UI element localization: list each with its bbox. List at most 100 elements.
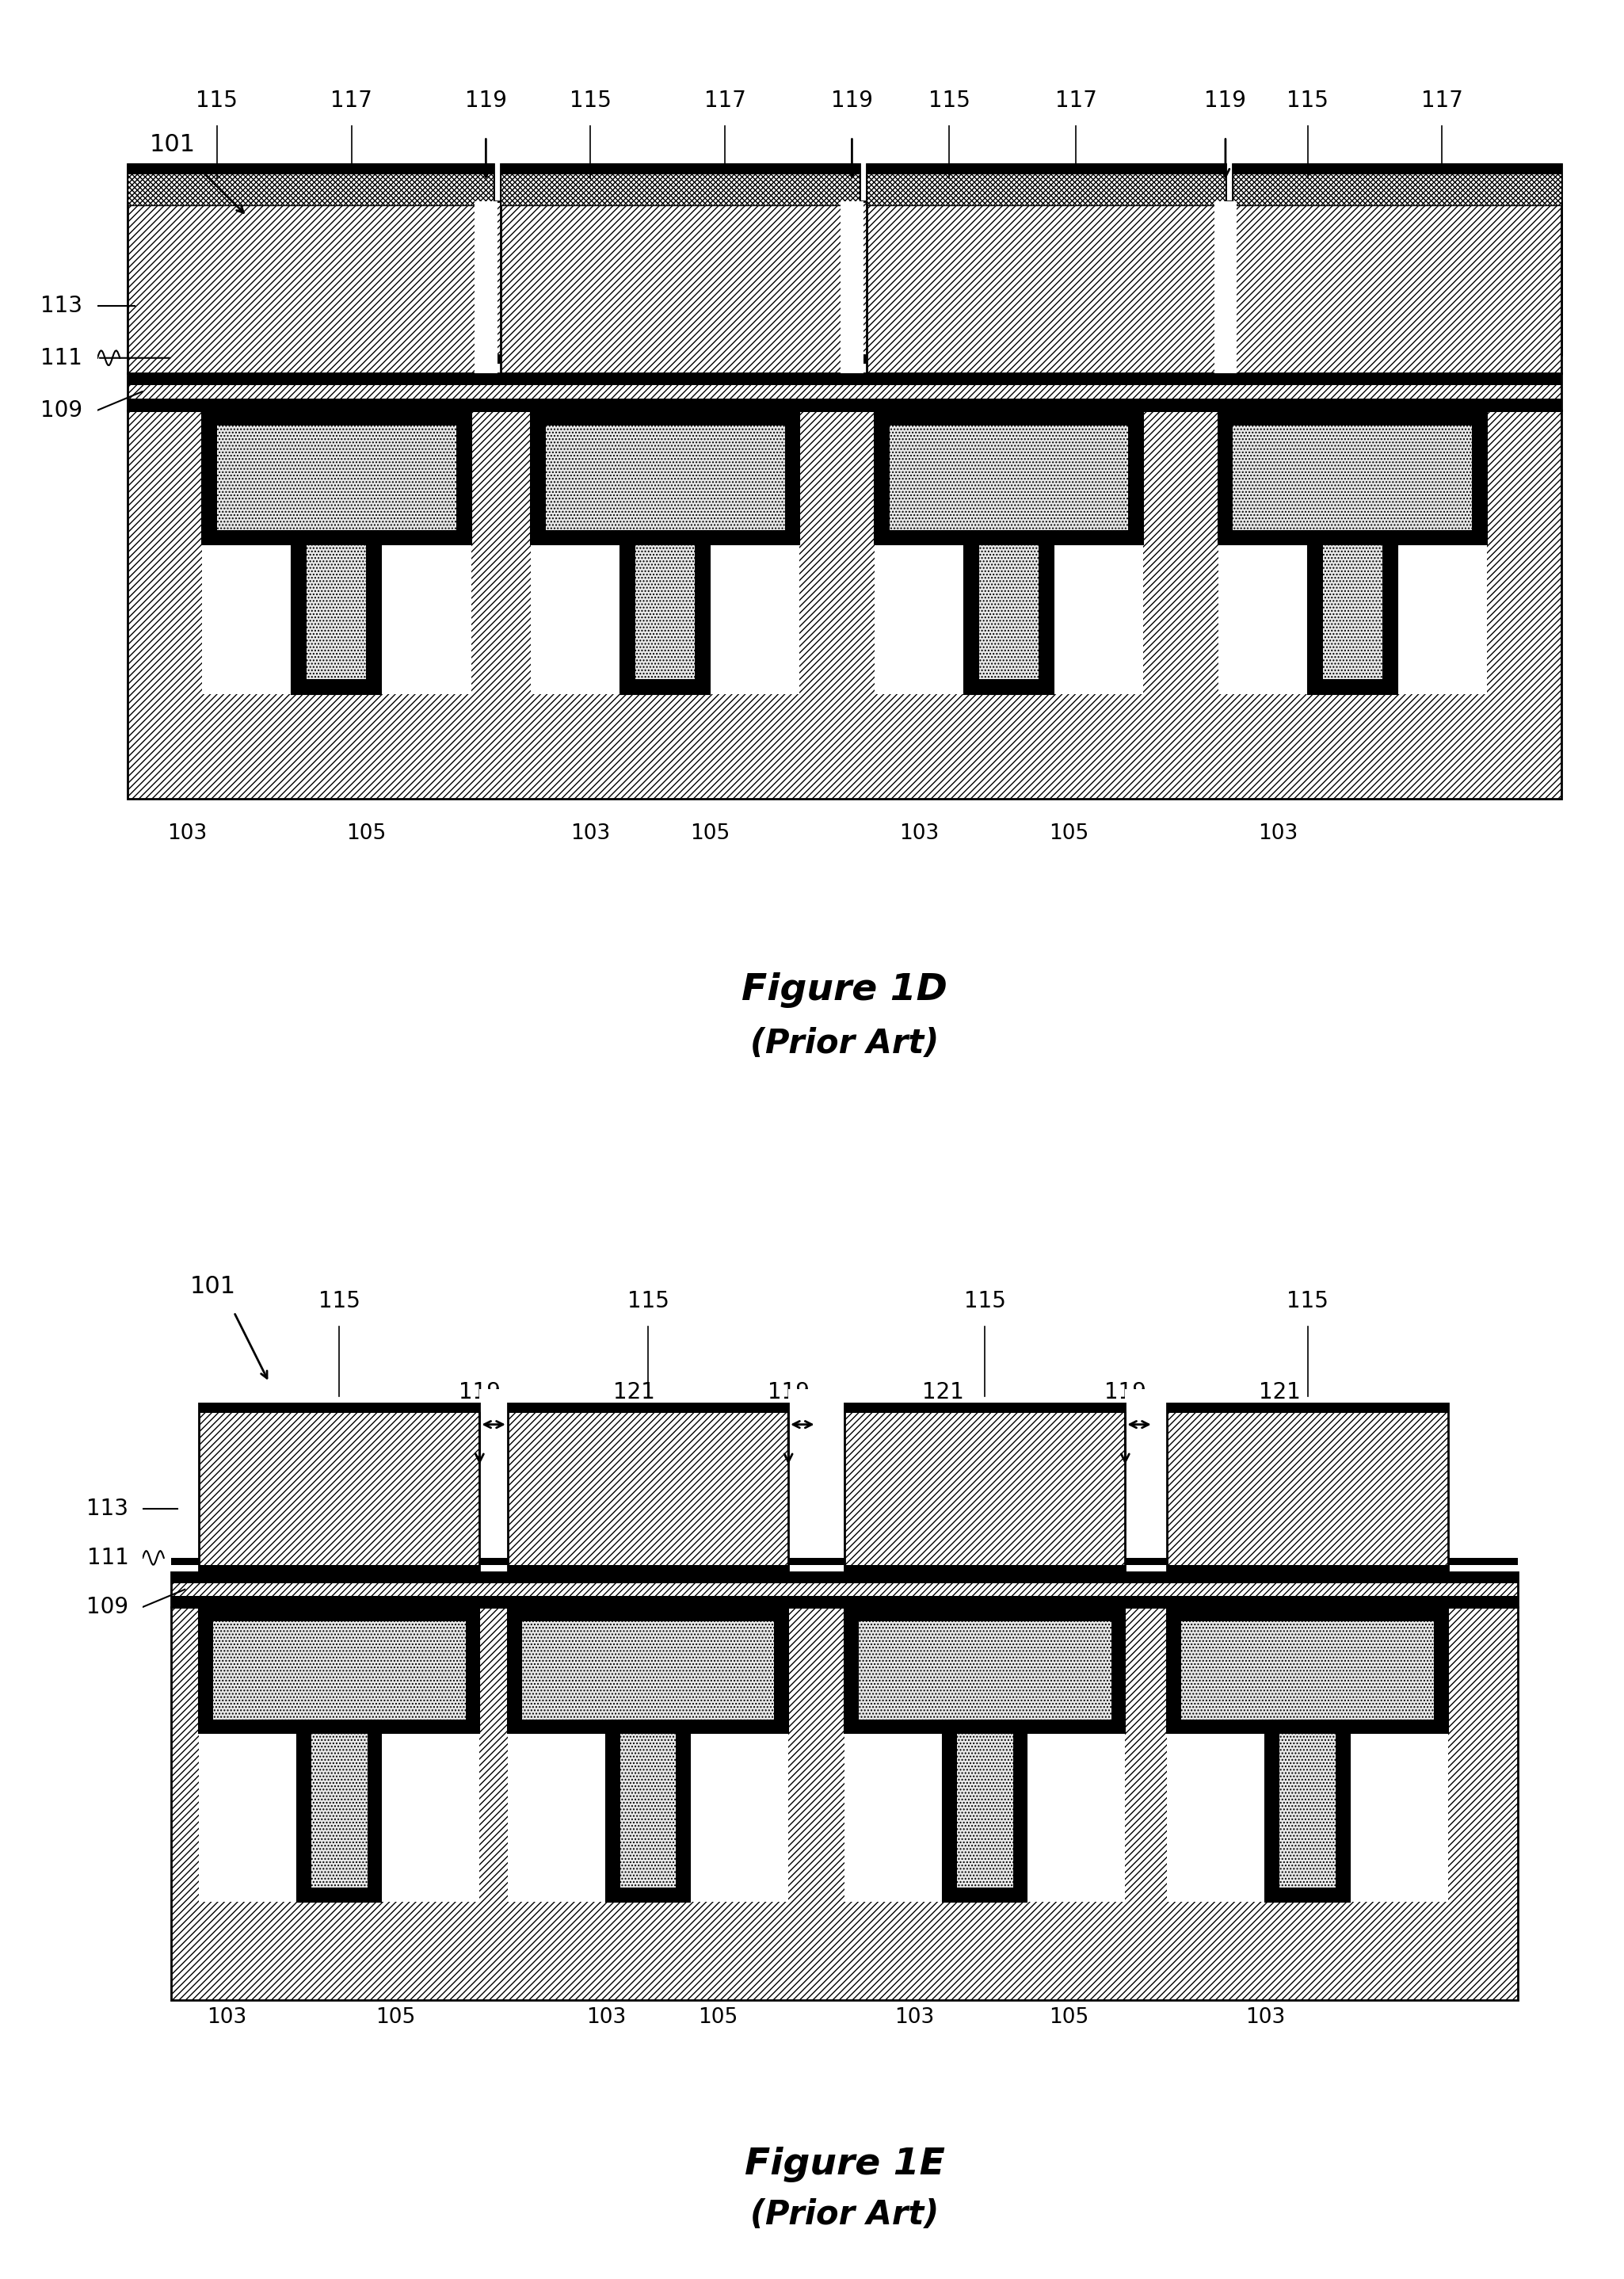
Bar (695, 529, 710, 695)
Bar (844, 1404, 1125, 1413)
Bar (1265, 1734, 1350, 1901)
Text: 107: 107 (628, 1652, 667, 1673)
Bar (127, 164, 494, 374)
Bar (1168, 1607, 1181, 1734)
Bar (1168, 1607, 1449, 1734)
Bar (479, 1390, 508, 1559)
Bar (606, 1887, 690, 1901)
Bar (198, 1404, 479, 1573)
Bar (620, 545, 710, 695)
Text: 101: 101 (190, 1276, 235, 1299)
Bar (171, 1595, 1518, 1607)
Bar (201, 529, 292, 545)
Text: 119: 119 (768, 1381, 809, 1404)
Bar (1335, 1718, 1350, 1901)
Text: 103: 103 (1259, 823, 1298, 843)
Bar (292, 545, 382, 695)
Bar (508, 1607, 521, 1734)
Bar (508, 1481, 788, 1901)
Bar (508, 1404, 788, 1413)
Text: 105: 105 (1049, 2008, 1090, 2028)
Bar (1168, 1404, 1449, 1573)
Bar (508, 1607, 788, 1734)
Bar (874, 410, 1143, 426)
Bar (127, 164, 494, 374)
Bar (942, 1734, 1026, 1901)
Text: 103: 103 (167, 823, 206, 843)
Bar (508, 1607, 788, 1620)
Bar (1471, 410, 1488, 545)
Text: 113: 113 (86, 1497, 128, 1520)
Bar (297, 1734, 382, 1901)
Bar (1233, 164, 1562, 374)
Text: (Prior Art): (Prior Art) (750, 2199, 939, 2231)
Bar (531, 410, 546, 545)
Bar (382, 1718, 479, 1734)
Bar (620, 529, 635, 695)
Text: 105: 105 (690, 823, 729, 843)
Bar (508, 1566, 788, 1573)
Bar (1111, 1607, 1125, 1734)
Text: 105: 105 (698, 2008, 737, 2028)
Bar (1382, 529, 1397, 695)
Text: 107: 107 (320, 1652, 359, 1673)
Bar (867, 164, 1226, 205)
Bar (1233, 164, 1562, 173)
Bar (1039, 529, 1054, 695)
Bar (171, 1559, 1518, 1573)
Text: 101: 101 (149, 132, 195, 157)
Bar (965, 545, 1054, 695)
Bar (1233, 164, 1562, 374)
Bar (1168, 1607, 1449, 1620)
Bar (942, 1887, 1026, 1901)
Bar (198, 1404, 479, 1413)
Bar (1026, 1718, 1125, 1734)
Text: 115: 115 (570, 89, 611, 112)
Bar (1168, 1404, 1449, 1413)
Text: 117: 117 (1056, 89, 1096, 112)
Bar (606, 1718, 620, 1901)
Text: 107: 107 (989, 460, 1028, 481)
Bar (874, 529, 965, 545)
Bar (1350, 1718, 1449, 1734)
Bar (867, 164, 1226, 374)
Bar (508, 1404, 788, 1573)
Text: 115: 115 (318, 1290, 361, 1313)
Bar (198, 1404, 479, 1573)
Bar (201, 529, 471, 545)
Bar (1215, 201, 1237, 374)
Text: 119: 119 (458, 1381, 500, 1404)
Text: 119: 119 (831, 89, 874, 112)
Text: 105: 105 (346, 823, 387, 843)
Bar (1397, 529, 1488, 545)
Bar (1168, 1566, 1449, 1573)
Text: 121: 121 (922, 1381, 963, 1404)
Text: 107: 107 (317, 460, 356, 481)
Bar (531, 410, 799, 545)
Bar (844, 1607, 1125, 1734)
Text: 115: 115 (1286, 1290, 1328, 1313)
Bar (874, 410, 1143, 545)
Bar (500, 164, 859, 173)
Text: 119: 119 (1205, 89, 1247, 112)
Text: 107: 107 (645, 460, 685, 481)
Bar (500, 164, 859, 374)
Bar (531, 529, 799, 545)
Bar (1168, 1718, 1265, 1734)
Bar (500, 164, 859, 205)
Text: 103: 103 (900, 823, 939, 843)
Text: Figure 1E: Figure 1E (744, 2147, 945, 2183)
Text: 115: 115 (197, 89, 237, 112)
Bar (127, 356, 1562, 374)
Bar (841, 201, 862, 374)
Bar (367, 529, 382, 695)
Bar (127, 164, 494, 205)
Bar (531, 529, 620, 545)
Bar (867, 164, 1226, 173)
Text: 115: 115 (627, 1290, 669, 1313)
Bar (474, 201, 497, 374)
Bar (127, 399, 1562, 410)
Bar (965, 529, 979, 695)
Bar (844, 1481, 1125, 1901)
Text: 121: 121 (1259, 1381, 1301, 1404)
